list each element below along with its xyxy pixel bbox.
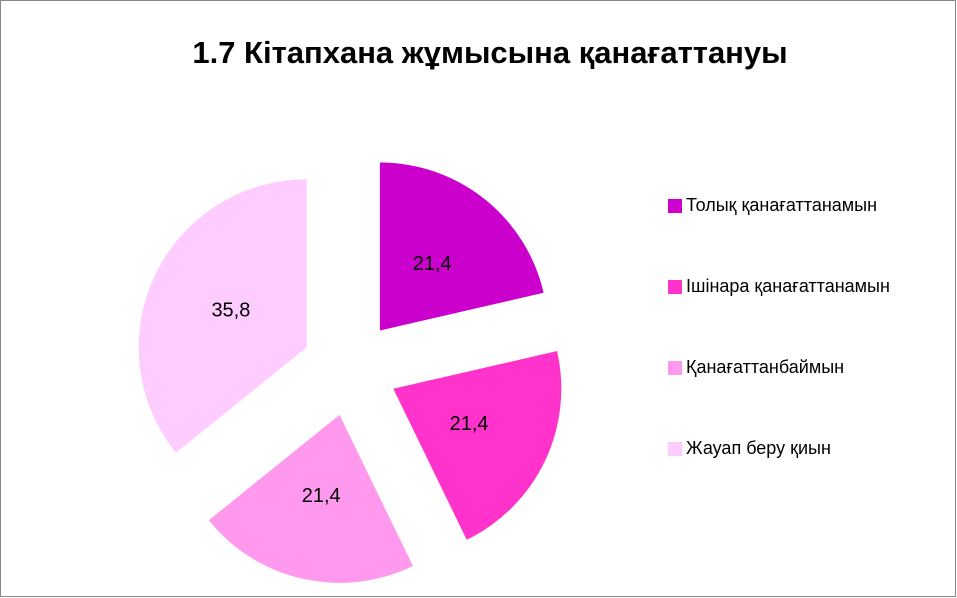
data-label: 21,4 xyxy=(413,253,452,275)
data-label: 35,8 xyxy=(211,299,250,321)
legend-swatch xyxy=(668,442,682,456)
pie-slice xyxy=(138,179,307,453)
pie-slice xyxy=(379,162,544,331)
data-label: 21,4 xyxy=(302,485,341,507)
legend-label: Толық қанағаттанамын xyxy=(686,195,877,215)
legend-swatch xyxy=(668,361,682,375)
legend-swatch xyxy=(668,280,682,294)
chart-title: 1.7 Кітапхана жұмысына қанағаттануы xyxy=(192,35,787,70)
data-label: 21,4 xyxy=(450,413,489,435)
pie-slice xyxy=(393,351,562,540)
legend-label: Қанағаттанбаймын xyxy=(686,357,844,377)
legend-swatch xyxy=(668,199,682,213)
legend-label: Ішінара қанағаттанамын xyxy=(686,276,890,296)
legend-label: Жауап беру қиын xyxy=(686,438,831,458)
pie-slice xyxy=(208,414,413,583)
